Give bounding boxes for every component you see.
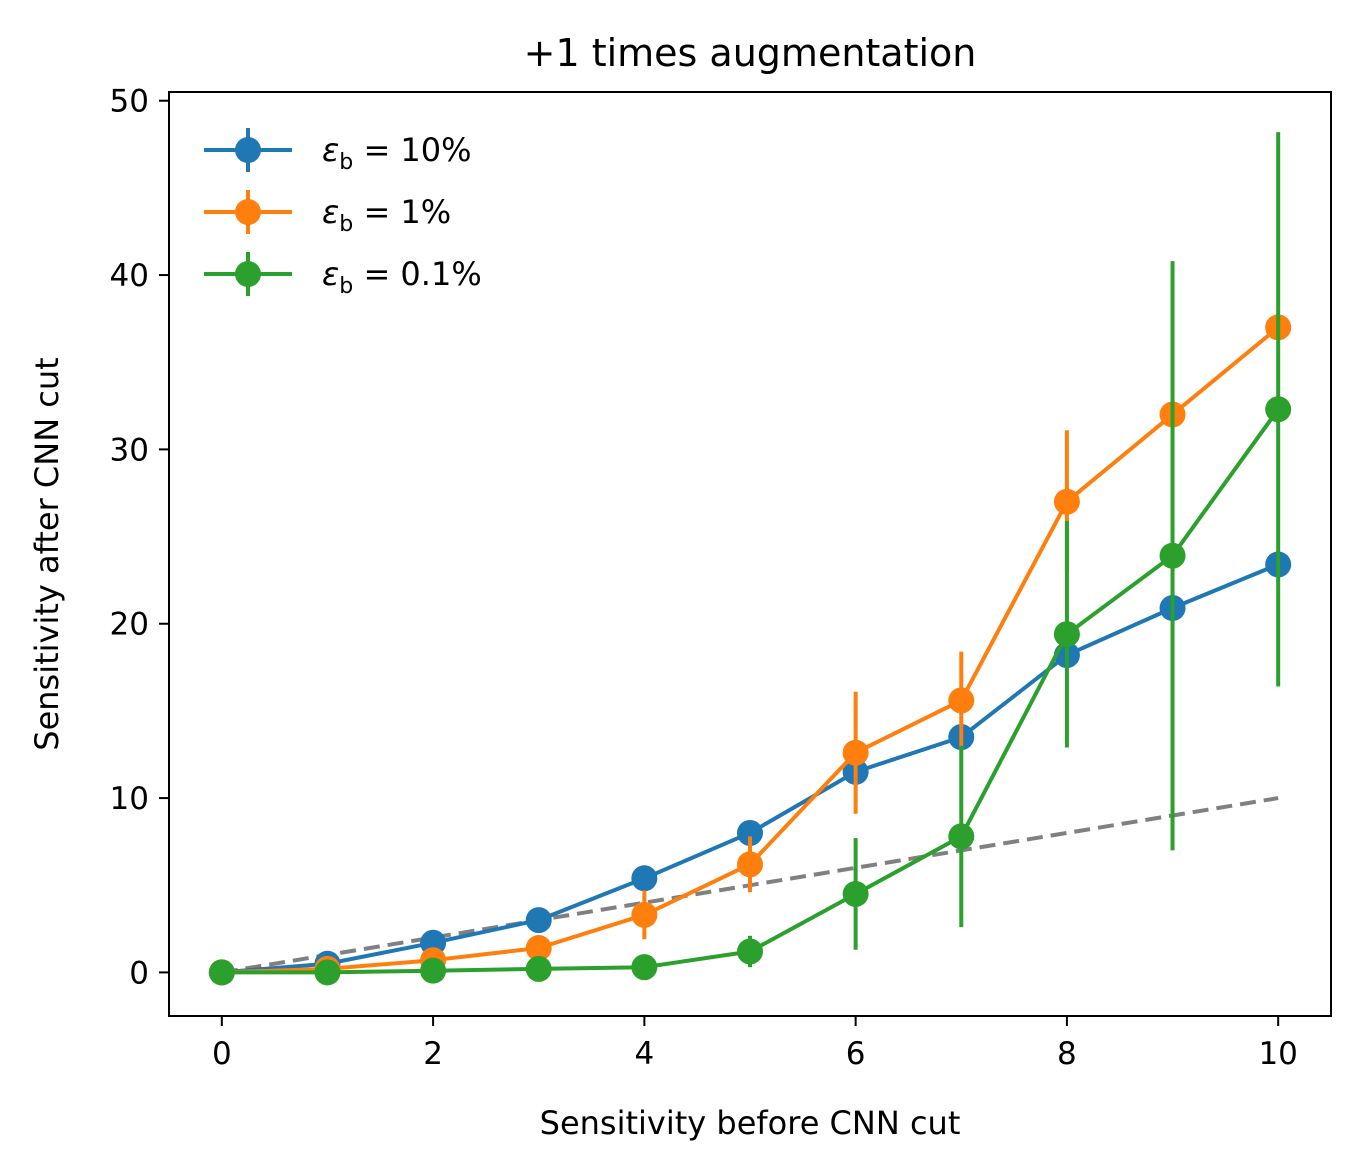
data-point	[1053, 621, 1080, 648]
x-tick-label: 2	[423, 1036, 443, 1072]
data-point	[631, 865, 658, 892]
data-point	[314, 959, 341, 986]
legend-item: εb = 1%	[204, 190, 451, 237]
data-point	[948, 687, 975, 714]
data-point	[1159, 542, 1186, 569]
legend-symbol: ε	[322, 255, 339, 293]
x-tick-label: 6	[846, 1036, 866, 1072]
legend-label: εb = 10%	[322, 131, 472, 175]
y-tick-label: 0	[129, 955, 149, 991]
legend-symbol: ε	[322, 131, 339, 169]
y-axis-label: Sensitivity after CNN cut	[28, 357, 66, 750]
legend-symbol: ε	[322, 193, 339, 231]
data-point	[208, 959, 235, 986]
data-point	[525, 935, 552, 962]
x-axis: Sensitivity before CNN cut 0 2 4 6 8 10	[212, 1016, 1298, 1142]
data-point	[420, 957, 447, 984]
legend-value: = 1%	[353, 193, 451, 231]
legend-subscript: b	[339, 150, 353, 175]
x-tick-label: 8	[1057, 1036, 1077, 1072]
legend-label: εb = 1%	[322, 193, 451, 237]
legend-item: εb = 0.1%	[204, 252, 482, 299]
data-point	[631, 954, 658, 981]
y-axis: Sensitivity after CNN cut 0 10 20 30 40 50	[28, 84, 169, 991]
legend-marker	[235, 137, 261, 163]
legend-marker	[235, 261, 261, 287]
y-ticks: 0 10 20 30 40 50	[110, 84, 169, 991]
legend-item: εb = 10%	[204, 128, 472, 175]
data-point	[631, 901, 658, 928]
chart-title: +1 times augmentation	[524, 31, 977, 75]
data-point	[1053, 488, 1080, 515]
y-tick-label: 30	[110, 432, 149, 468]
plot-frame	[168, 91, 1332, 1017]
series-1	[208, 551, 1292, 986]
series-line	[221, 562, 1279, 975]
legend-subscript: b	[339, 274, 353, 299]
legend-subscript: b	[339, 212, 353, 237]
x-axis-label: Sensitivity before CNN cut	[540, 1104, 961, 1142]
y-tick-label: 20	[110, 607, 149, 643]
data-point	[1265, 396, 1292, 423]
data-point	[842, 880, 869, 907]
y-tick-label: 40	[110, 258, 149, 294]
data-point	[525, 907, 552, 934]
data-point	[842, 739, 869, 766]
legend-value: = 0.1%	[353, 255, 481, 293]
x-tick-label: 10	[1258, 1036, 1297, 1072]
data-point	[737, 819, 763, 846]
y-tick-label: 10	[110, 781, 149, 817]
legend-marker	[235, 199, 261, 225]
x-tick-label: 0	[212, 1036, 232, 1072]
x-tick-label: 4	[634, 1036, 654, 1072]
data-point	[737, 938, 763, 965]
legend-label: εb = 0.1%	[322, 255, 482, 299]
legend: εb = 10%εb = 1%εb = 0.1%	[204, 128, 482, 299]
y-tick-label: 50	[110, 84, 149, 120]
data-point	[948, 823, 975, 850]
plot-area	[208, 132, 1292, 986]
series-2	[208, 314, 1292, 986]
data-point	[525, 955, 552, 982]
legend-value: = 10%	[353, 131, 471, 169]
x-ticks: 0 2 4 6 8 10	[212, 1016, 1298, 1072]
data-point	[737, 851, 763, 878]
series-3	[208, 132, 1292, 986]
